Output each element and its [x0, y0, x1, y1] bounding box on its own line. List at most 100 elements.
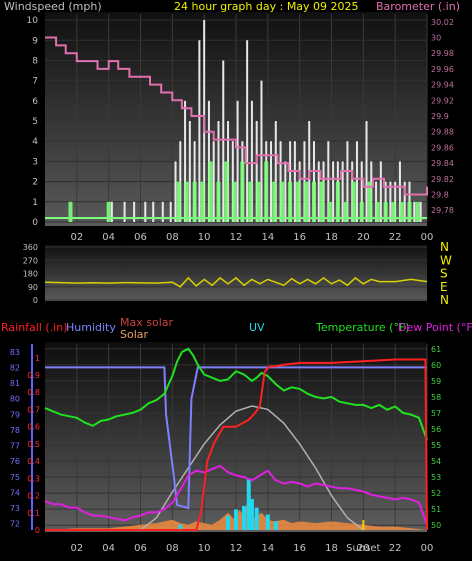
temp-y-tick-label: 51: [431, 505, 441, 514]
wind-gust-bar: [123, 201, 126, 222]
humidity-y-tick-label: 80: [10, 395, 20, 404]
wind-avg-bar: [176, 181, 181, 222]
wind-gust-bar: [384, 181, 387, 222]
wind-gust-bar: [133, 201, 136, 222]
x-tick-label: 16: [293, 232, 306, 243]
barometer-y-tick-label: 30: [431, 34, 441, 43]
wind-y-tick-label: 0: [32, 218, 38, 228]
wind-gust-bar: [270, 141, 273, 222]
max-solar-legend: Max solar: [120, 316, 173, 329]
temp-y-tick-label: 53: [431, 473, 441, 482]
wind-gust-bar: [222, 60, 225, 223]
rainfall-y-tick-label: 0.7: [27, 405, 40, 414]
wind-axis-label: Windspeed (mph): [4, 0, 102, 13]
x-tick-label: 08: [166, 543, 179, 554]
wind-avg-bar: [264, 161, 269, 222]
temp-y-tick-label: 60: [431, 361, 441, 370]
wind-gust-bar: [317, 161, 320, 222]
humidity-line: [45, 366, 427, 510]
wind-avg-bar: [288, 181, 293, 222]
wind-gust-bar: [419, 201, 422, 222]
barometer-y-tick-label: 29.78: [431, 206, 454, 215]
wind-gust-bar: [379, 161, 382, 222]
humidity-y-tick-label: 73: [10, 504, 20, 513]
wind-gust-bar: [169, 201, 172, 222]
rainfall-y-tick-label: 0.2: [27, 492, 40, 501]
wind-gust-bar: [255, 121, 258, 222]
x-tick-label: 04: [102, 543, 115, 554]
wind-gust-bar: [398, 161, 401, 222]
x-tick-label: 18: [325, 232, 338, 243]
wind-gust-bar: [260, 80, 263, 222]
wind-gust-bar: [346, 141, 349, 222]
humidity-y-tick-label: 76: [10, 457, 20, 466]
wind-gust-bar: [293, 141, 296, 222]
x-tick-label: 20: [357, 232, 370, 243]
rainfall-y-tick-label: 1: [35, 354, 40, 363]
wind-avg-bar: [327, 201, 332, 222]
wind-avg-bar: [256, 181, 261, 222]
barometer-y-tick-label: 29.9: [431, 112, 449, 121]
dew-point-line: [44, 464, 428, 526]
wind-gust-bar: [403, 181, 406, 222]
wind-gust-bar: [217, 121, 220, 222]
wind-avg-bar: [359, 201, 364, 222]
wind-gust-bar: [389, 181, 392, 222]
wind-gust-bar: [161, 201, 164, 222]
wind-y-tick-label: 9: [32, 36, 38, 46]
x-tick-label: 12: [230, 543, 243, 554]
barometer-y-tick-label: 29.88: [431, 128, 454, 137]
humidity-y-tick-label: 81: [10, 379, 20, 388]
rainfall-y-tick-label: 0.9: [27, 371, 40, 380]
x-tick-label: 04: [102, 232, 115, 243]
wind-y-tick-label: 10: [27, 16, 39, 26]
rainfall-y-tick-label: 0.8: [27, 388, 40, 397]
wind-gust-bar: [212, 141, 215, 222]
barometer-y-tick-label: 29.82: [431, 175, 454, 184]
rainfall-y-tick-label: 0.6: [27, 423, 40, 432]
wind-y-tick-label: 4: [32, 137, 38, 147]
x-tick-label: 16: [293, 543, 306, 554]
wind-avg-bar: [68, 201, 73, 222]
barometer-y-tick-label: 29.8: [431, 191, 449, 200]
temperature-line: [44, 347, 428, 441]
x-tick-label: 02: [70, 543, 83, 554]
wind-avg-bar: [296, 181, 301, 222]
temp-y-tick-label: 50: [431, 521, 441, 530]
compass-label: W: [440, 253, 452, 267]
direction-y-tick-label: 180: [23, 270, 38, 279]
direction-y-tick-label: 90: [28, 283, 38, 292]
humidity-y-tick-label: 82: [10, 363, 20, 372]
x-tick-label: 10: [198, 232, 211, 243]
x-tick-label: 22: [389, 232, 402, 243]
x-tick-label: 08: [166, 232, 179, 243]
wind-avg-bar: [184, 181, 189, 222]
uv-bar: [234, 509, 238, 530]
temp-y-tick-label: 55: [431, 441, 441, 450]
x-tick-label: 10: [198, 543, 211, 554]
barometer-y-tick-label: 29.98: [431, 49, 454, 58]
rainfall-legend: Rainfall (.in): [1, 321, 68, 334]
wind-direction-line: [44, 276, 428, 288]
compass-label: E: [440, 280, 448, 294]
uv-bar: [249, 499, 254, 530]
wind-gust-bar: [274, 121, 277, 222]
wind-avg-bar: [343, 201, 348, 222]
dew-point-legend: Dew Point (°F): [398, 321, 472, 334]
wind-avg-bar: [415, 201, 420, 222]
uv-bar: [273, 521, 278, 530]
wind-gust-bar: [341, 161, 344, 222]
x-tick-label: 12: [230, 232, 243, 243]
humidity-y-tick-label: 78: [10, 426, 20, 435]
wind-gust-bar: [110, 201, 113, 222]
wind-avg-bar: [304, 181, 309, 222]
x-tick-label: 06: [134, 543, 147, 554]
wind-y-tick-label: 8: [32, 56, 38, 66]
barometer-y-tick-label: 29.96: [431, 65, 454, 74]
direction-y-tick-label: 360: [23, 243, 38, 252]
wind-gust-bar: [188, 121, 191, 222]
wind-avg-bar: [216, 181, 221, 222]
uv-bar: [246, 478, 251, 530]
